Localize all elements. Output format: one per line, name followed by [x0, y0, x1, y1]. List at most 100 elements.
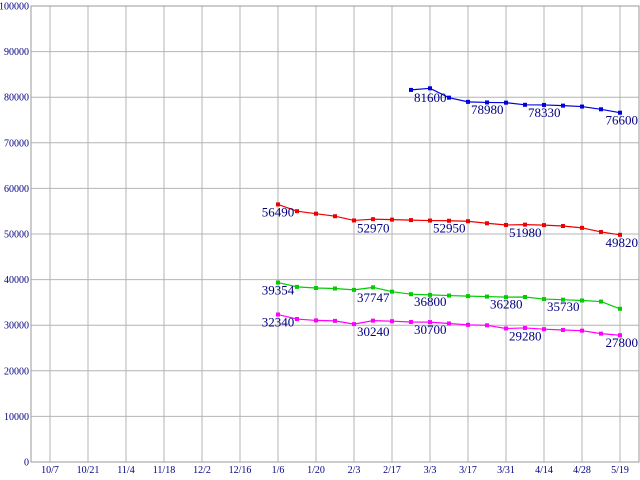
series-red-marker [504, 222, 508, 227]
series-green-marker [447, 293, 451, 298]
series-red-marker [466, 219, 470, 224]
series-blue-marker [504, 100, 508, 105]
series-magenta-marker [523, 325, 527, 330]
x-axis-tick-label: 1/6 [272, 465, 285, 476]
series-magenta-marker [409, 320, 413, 325]
x-axis-tick-label: 3/17 [459, 465, 477, 476]
series-green-marker [276, 280, 280, 285]
series-blue-marker [485, 100, 489, 105]
y-axis-tick-label: 90000 [4, 47, 29, 58]
series-red-value-label: 49820 [606, 235, 639, 250]
series-blue-marker [447, 95, 451, 100]
series-magenta-marker [618, 333, 622, 338]
series-blue-line [410, 87, 621, 114]
y-axis-tick-label: 20000 [4, 366, 29, 377]
series-red-value-label: 51980 [509, 225, 542, 240]
series-magenta-marker [276, 312, 280, 317]
series-blue-value-label: 81600 [414, 90, 447, 105]
series-blue-marker [618, 110, 622, 115]
series-magenta-marker [485, 323, 489, 328]
series-blue-value-label: 78980 [471, 102, 504, 117]
series-magenta-marker [333, 318, 337, 323]
series-green-marker [371, 285, 375, 290]
y-axis-tick-label: 10000 [4, 412, 29, 423]
series-green-value-label: 36280 [490, 297, 523, 312]
x-axis-tick-label: 2/3 [348, 465, 361, 476]
series-blue-marker [542, 102, 546, 107]
series-blue-marker [599, 107, 603, 112]
series-green-marker [352, 287, 356, 292]
series-magenta-marker [428, 320, 432, 325]
series-blue-marker [466, 99, 470, 104]
series-magenta-marker [466, 322, 470, 327]
series-red-marker [371, 217, 375, 222]
series-magenta-marker [371, 318, 375, 323]
series-magenta-marker [352, 322, 356, 327]
series-green-marker [599, 299, 603, 304]
series-green-marker [295, 284, 299, 289]
series-green-value-label: 39354 [262, 283, 295, 298]
y-axis-tick-label: 40000 [4, 275, 29, 286]
series-red-marker [542, 223, 546, 228]
x-axis-tick-label: 12/16 [229, 465, 252, 476]
series-blue-marker [409, 87, 413, 92]
series-red-marker [314, 211, 318, 216]
y-axis-tick-label: 30000 [4, 321, 29, 332]
y-axis-tick-label: 70000 [4, 138, 29, 149]
series-green-marker [618, 306, 622, 311]
plot-border [30, 5, 640, 463]
series-green-marker [504, 295, 508, 300]
series-red-marker [352, 218, 356, 223]
y-axis-tick-label: 100000 [0, 2, 29, 13]
series-red-marker [428, 218, 432, 223]
x-axis-tick-label: 10/7 [41, 465, 59, 476]
series-magenta-marker [295, 317, 299, 322]
series-magenta-marker [580, 328, 584, 333]
x-axis-tick-label: 4/14 [535, 465, 553, 476]
series-magenta-marker [447, 321, 451, 326]
series-red-marker [447, 218, 451, 223]
series-red-marker [523, 222, 527, 227]
series-red-marker [390, 217, 394, 222]
series-green-marker [428, 292, 432, 297]
series-green-value-label: 35730 [547, 299, 580, 314]
series-red-marker [295, 209, 299, 214]
series-magenta-value-label: 32340 [262, 315, 295, 330]
series-blue-value-label: 78330 [528, 105, 561, 120]
series-green-marker [580, 298, 584, 303]
series-red-marker [561, 224, 565, 229]
series-magenta-value-label: 27800 [606, 335, 639, 350]
series-red-marker [599, 229, 603, 234]
series-green-marker [409, 292, 413, 297]
y-axis-tick-label: 60000 [4, 184, 29, 195]
series-magenta-marker [314, 318, 318, 323]
series-magenta-marker [599, 331, 603, 336]
series-red-marker [580, 225, 584, 230]
series-red-value-label: 52950 [433, 221, 466, 236]
series-magenta-value-label: 30700 [414, 322, 447, 337]
series-red-value-label: 56490 [262, 204, 295, 219]
series-green-value-label: 36800 [414, 294, 447, 309]
x-axis-tick-label: 11/4 [117, 465, 134, 476]
series-blue-marker [523, 102, 527, 107]
series-red-marker [333, 214, 337, 219]
series-magenta-value-label: 30240 [357, 324, 390, 339]
x-axis-tick-label: 10/21 [77, 465, 100, 476]
x-axis-tick-label: 5/19 [611, 465, 629, 476]
series-blue-marker [428, 86, 432, 91]
series-magenta-marker [504, 326, 508, 331]
x-axis-tick-label: 11/18 [153, 465, 175, 476]
series-green-marker [314, 286, 318, 291]
series-green-marker [523, 295, 527, 300]
series-blue-value-label: 76600 [606, 113, 639, 128]
y-axis-tick-label: 80000 [4, 93, 29, 104]
series-red-marker [409, 218, 413, 223]
y-axis-tick-label: 50000 [4, 230, 29, 241]
series-green-marker [542, 297, 546, 302]
series-magenta-marker [542, 327, 546, 332]
series-green-marker [561, 297, 565, 302]
series-blue-marker [561, 103, 565, 108]
x-axis-tick-label: 4/28 [573, 465, 591, 476]
